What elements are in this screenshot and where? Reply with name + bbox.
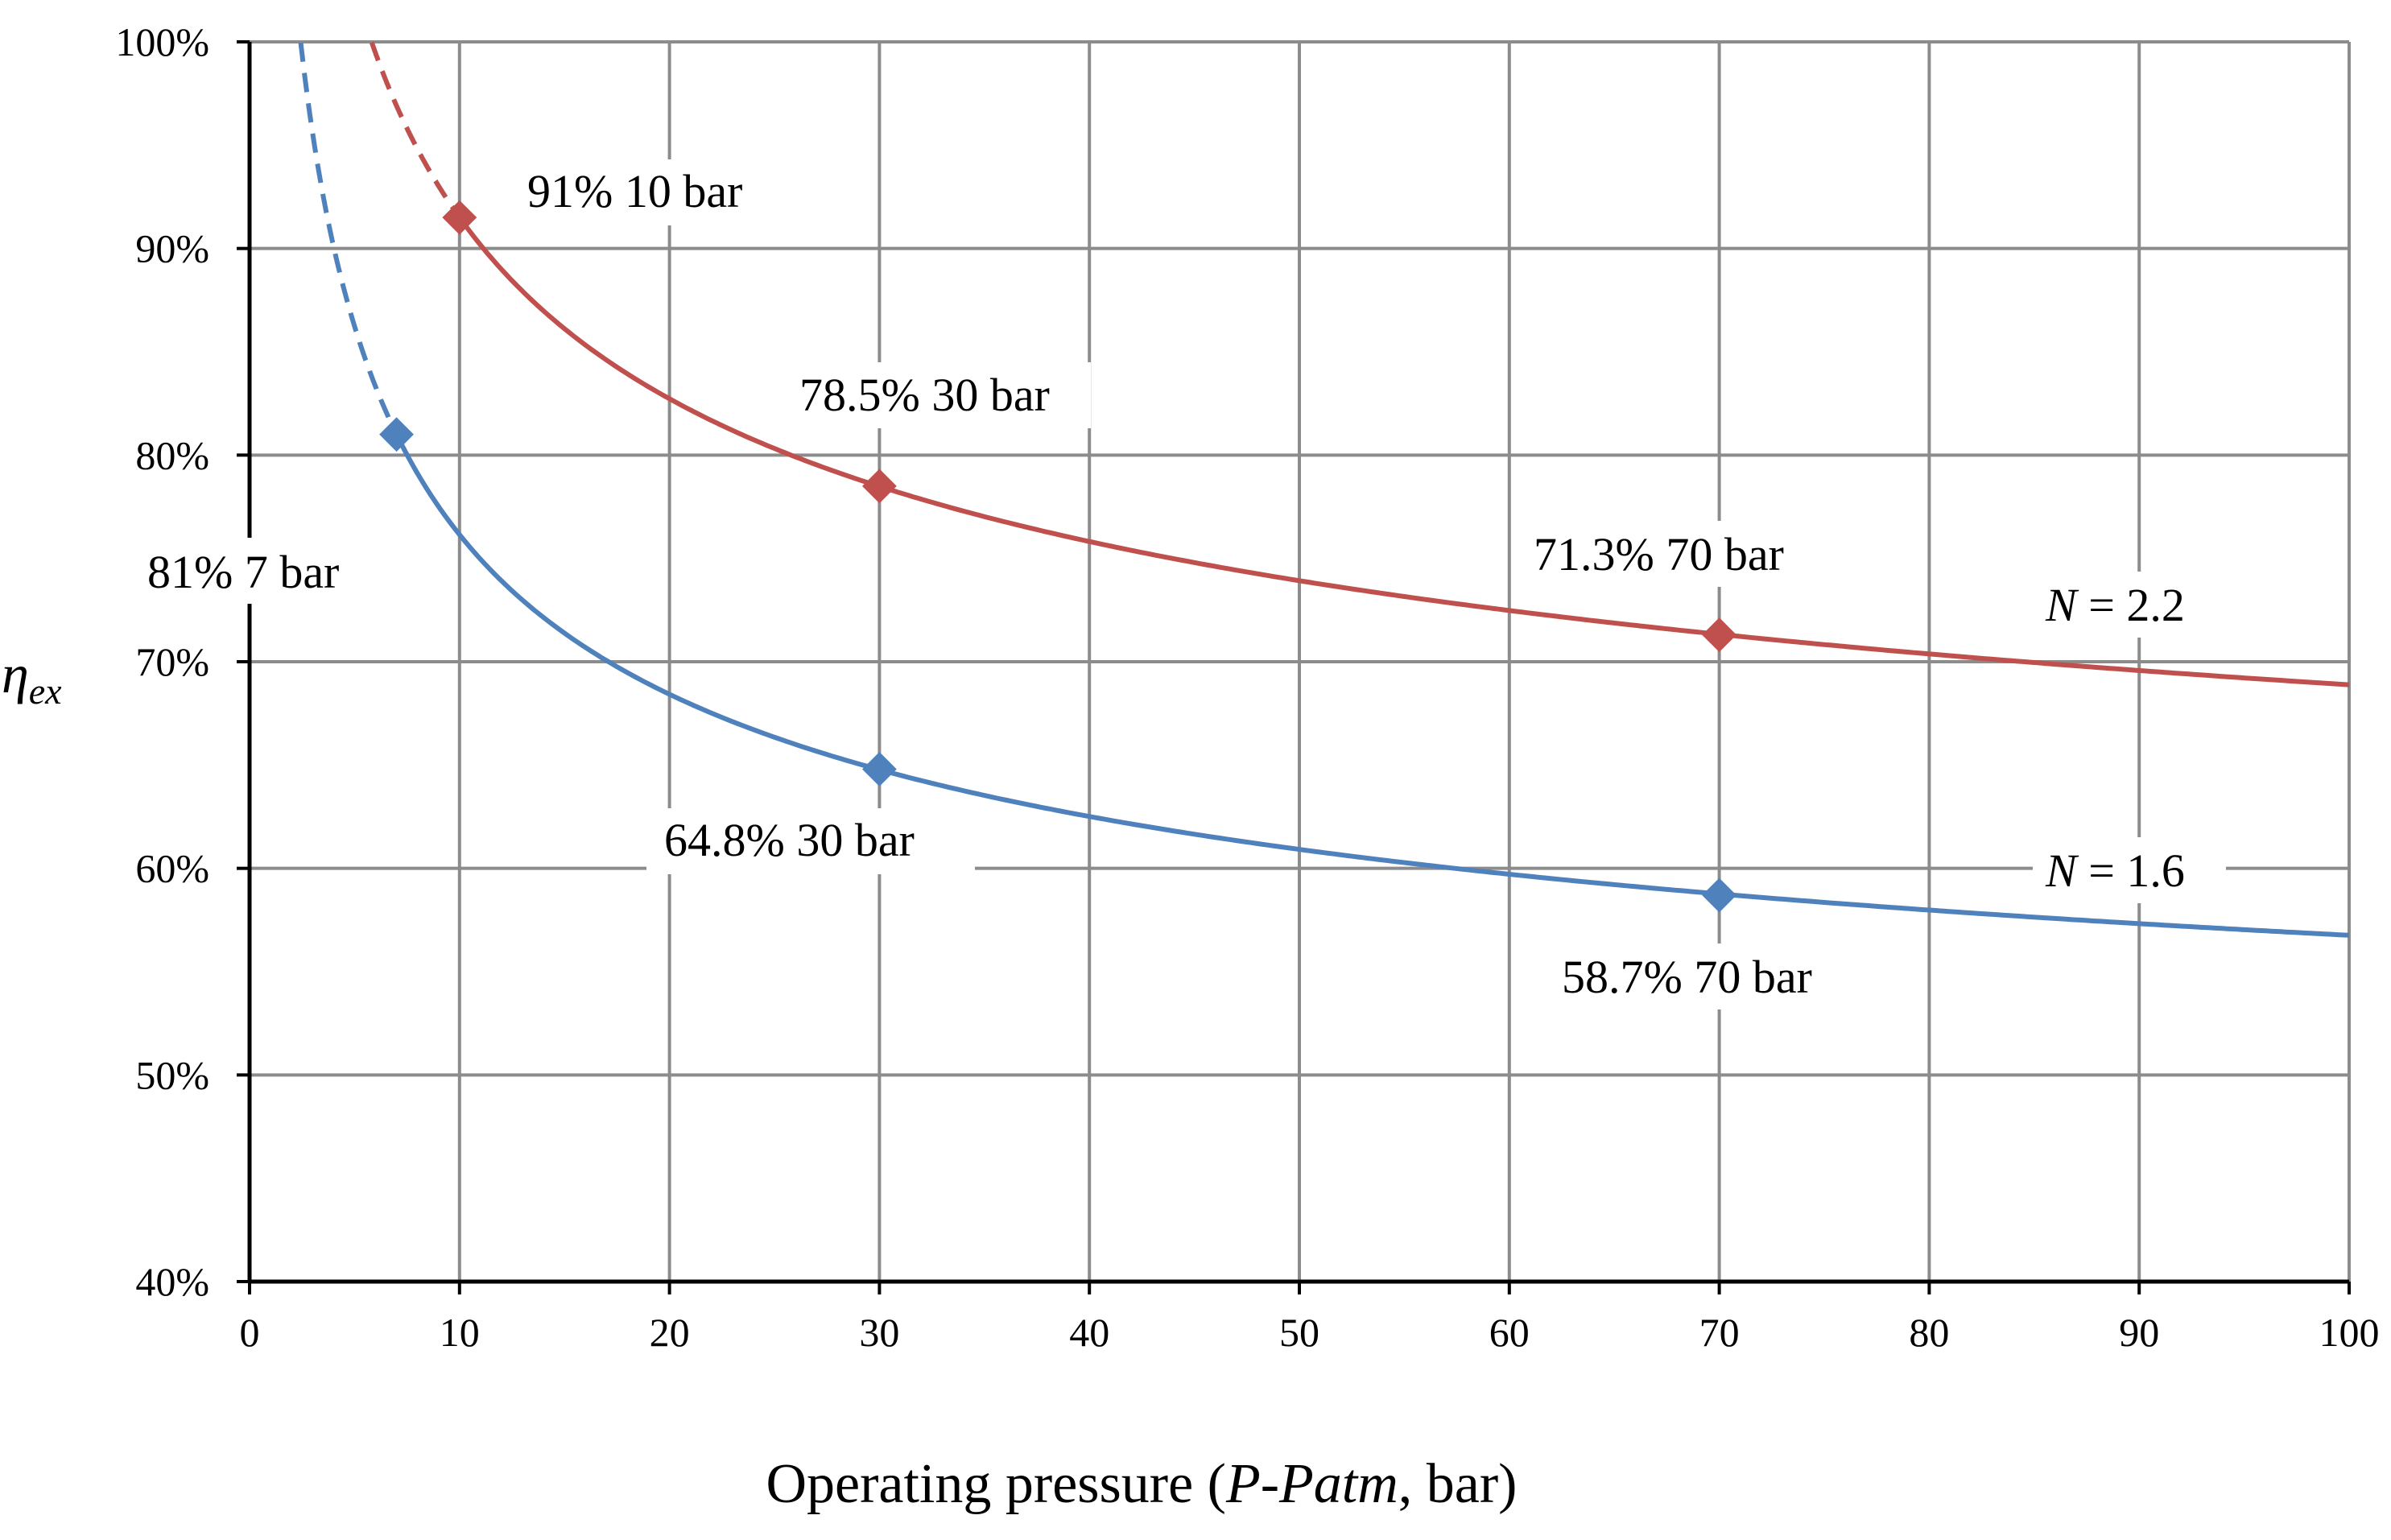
- series-1-line: [394, 433, 2350, 938]
- y-tick-labels: 40% 50% 60% 70% 80% 90% 100%: [115, 19, 209, 1304]
- x-axis-title: Operating pressure (P-Patm, bar): [766, 1453, 1518, 1515]
- y-tick-label: 50%: [135, 1052, 209, 1097]
- y-tick-label: 40%: [135, 1259, 209, 1304]
- series-label-n16: N = 1.6: [2033, 837, 2226, 903]
- y-tick-label: 90%: [135, 226, 209, 271]
- x-tick-label: 100: [2319, 1310, 2380, 1355]
- series-label-text: N = 1.6: [2045, 844, 2185, 897]
- y-tick-label: 100%: [115, 19, 209, 64]
- annotation-text: 58.7% 70 bar: [1562, 951, 1812, 1003]
- annotation-text: 91% 10 bar: [527, 165, 742, 217]
- annotation-n22-70: 71.3% 70 bar: [1516, 521, 1831, 587]
- y-tick-label: 80%: [135, 432, 209, 477]
- series-0-marker: [1702, 617, 1737, 653]
- x-tick-label: 80: [1909, 1310, 1949, 1355]
- x-tick-label: 90: [2119, 1310, 2159, 1355]
- series-1-marker: [379, 417, 414, 452]
- x-tick-label: 30: [859, 1310, 899, 1355]
- annotation-n22-10: 91% 10 bar: [511, 159, 791, 225]
- annotation-n22-30: 78.5% 30 bar: [785, 362, 1091, 428]
- x-tick-label: 40: [1069, 1310, 1109, 1355]
- y-axis-label: ηex: [2, 643, 62, 712]
- series-1-marker: [861, 752, 897, 787]
- series-0-line: [457, 216, 2350, 687]
- series-1-marker: [1702, 877, 1737, 913]
- series-0-marker: [861, 469, 897, 504]
- series-0-extrapolated-line: [369, 41, 462, 219]
- annotation-text: 71.3% 70 bar: [1534, 528, 1784, 580]
- series-label-n22: N = 2.2: [2029, 572, 2222, 638]
- annotation-n16-30: 64.8% 30 bar: [646, 808, 975, 874]
- annotation-n16-70: 58.7% 70 bar: [1546, 943, 1861, 1009]
- curves: [298, 41, 2350, 938]
- series-0-marker: [442, 200, 477, 235]
- x-tick-labels: 0 10 20 30 40 50 60 70 80 90 100: [240, 1310, 2380, 1355]
- series-1-extrapolated-line: [298, 42, 399, 436]
- series-label-text: N = 2.2: [2045, 579, 2185, 631]
- annotation-text: 78.5% 30 bar: [799, 369, 1050, 421]
- annotation-n16-7: 81% 7 bar: [137, 538, 378, 604]
- x-tick-label: 0: [240, 1310, 260, 1355]
- x-tick-label: 10: [440, 1310, 480, 1355]
- annotation-text: 81% 7 bar: [147, 546, 339, 598]
- x-tick-label: 60: [1489, 1310, 1530, 1355]
- x-tick-label: 50: [1279, 1310, 1319, 1355]
- markers: [379, 200, 1737, 913]
- plot-frame: [237, 40, 2351, 1294]
- y-tick-label: 70%: [135, 639, 209, 684]
- x-tick-label: 70: [1699, 1310, 1740, 1355]
- annotation-text: 64.8% 30 bar: [664, 814, 915, 866]
- x-tick-label: 20: [650, 1310, 690, 1355]
- y-tick-label: 60%: [135, 846, 209, 891]
